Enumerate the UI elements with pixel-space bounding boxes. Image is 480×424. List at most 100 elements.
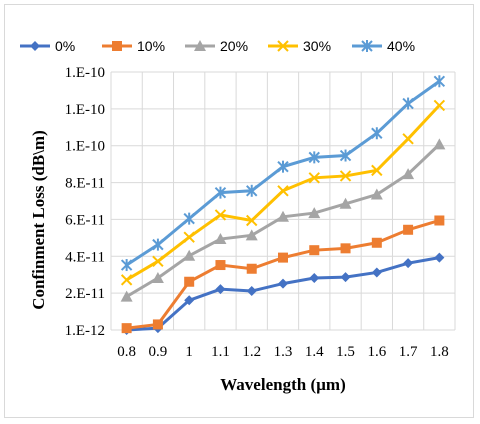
y-tick-label: 8.E-11 bbox=[65, 176, 105, 192]
y-axis-title: Confinment Loss (dB\m) bbox=[29, 130, 48, 309]
legend-label: 20% bbox=[220, 38, 248, 54]
y-tick-label: 6.E-11 bbox=[65, 212, 105, 228]
data-point bbox=[403, 224, 414, 235]
series-40-percent bbox=[120, 75, 446, 272]
data-point bbox=[340, 243, 351, 254]
data-point bbox=[112, 41, 122, 51]
data-point bbox=[246, 286, 257, 297]
legend: 0% 10% 20% 30% 40% bbox=[20, 38, 415, 54]
data-point bbox=[246, 214, 258, 227]
data-point bbox=[433, 75, 446, 88]
x-axis-title: Wavelength (µm) bbox=[220, 375, 345, 394]
gridlines bbox=[110, 71, 456, 331]
data-point bbox=[245, 229, 258, 241]
x-tick-label: 1.2 bbox=[242, 344, 261, 360]
data-point bbox=[340, 272, 351, 283]
data-point bbox=[120, 274, 133, 286]
x-tick-label: 0.8 bbox=[117, 344, 136, 360]
legend-label: 10% bbox=[137, 38, 165, 54]
data-point bbox=[277, 160, 289, 173]
data-point bbox=[308, 151, 320, 164]
data-point bbox=[278, 252, 288, 263]
data-point bbox=[371, 127, 383, 140]
data-point bbox=[152, 238, 164, 251]
data-point bbox=[309, 245, 320, 256]
data-point bbox=[309, 273, 320, 284]
y-tick-label: 4.E-11 bbox=[65, 249, 105, 265]
y-tick-label: 1.E-10 bbox=[65, 102, 105, 118]
data-point bbox=[308, 207, 321, 219]
data-point bbox=[371, 164, 383, 177]
data-point bbox=[246, 184, 258, 197]
data-point bbox=[152, 319, 163, 330]
data-point bbox=[402, 97, 414, 110]
x-tick-label: 1.1 bbox=[211, 344, 230, 360]
legend-label: 30% bbox=[303, 38, 331, 54]
data-point bbox=[277, 210, 289, 222]
data-point bbox=[152, 255, 164, 268]
data-point bbox=[214, 209, 227, 221]
data-point bbox=[120, 259, 133, 272]
data-point bbox=[183, 231, 195, 243]
series-layer bbox=[120, 75, 446, 335]
chart-frame bbox=[4, 4, 474, 418]
y-tick-label: 1.E-10 bbox=[65, 139, 105, 155]
data-point bbox=[194, 40, 206, 51]
data-point bbox=[278, 278, 288, 289]
data-point bbox=[184, 276, 195, 287]
data-point bbox=[361, 40, 373, 52]
data-point bbox=[215, 284, 226, 295]
series-30-percent bbox=[120, 99, 446, 286]
y-tick-labels: 1.E-12 2.E-11 4.E-11 6.E-11 8.E-11 1.E-10 1.E-… bbox=[65, 65, 105, 339]
data-point bbox=[434, 215, 445, 226]
data-point bbox=[184, 295, 195, 306]
legend-item: 0% bbox=[20, 38, 75, 54]
x-tick-label: 1.7 bbox=[399, 344, 418, 360]
x-tick-label: 0.9 bbox=[149, 344, 168, 360]
y-tick-label: 2.E-11 bbox=[65, 286, 105, 302]
data-point bbox=[371, 237, 382, 248]
data-point bbox=[402, 168, 415, 180]
x-tick-label: 1.8 bbox=[430, 344, 449, 360]
data-point bbox=[277, 40, 289, 52]
legend-label: 0% bbox=[55, 38, 75, 54]
data-point bbox=[183, 249, 196, 261]
data-point bbox=[183, 212, 195, 225]
data-point bbox=[308, 172, 320, 184]
data-point bbox=[215, 260, 226, 271]
data-point bbox=[339, 170, 352, 182]
data-point bbox=[433, 138, 446, 150]
data-point bbox=[434, 252, 445, 263]
data-point bbox=[246, 263, 257, 274]
x-tick-label: 1.3 bbox=[274, 344, 293, 360]
x-tick-label: 1.5 bbox=[336, 344, 355, 360]
series-0-percent bbox=[121, 252, 445, 335]
x-tick-label: 1 bbox=[185, 344, 193, 360]
data-point bbox=[402, 133, 414, 145]
legend-item: 40% bbox=[352, 38, 415, 54]
data-point bbox=[403, 258, 414, 269]
data-point bbox=[277, 185, 289, 197]
data-point bbox=[339, 149, 352, 162]
data-point bbox=[30, 41, 40, 51]
legend-item: 20% bbox=[185, 38, 248, 54]
data-point bbox=[339, 197, 352, 209]
data-point bbox=[151, 272, 164, 284]
x-tick-label: 1.6 bbox=[367, 344, 386, 360]
x-tick-labels: 0.8 0.9 1 1.1 1.2 1.3 1.4 1.5 1.6 1.7 1.8 bbox=[117, 344, 448, 360]
legend-label: 40% bbox=[387, 38, 415, 54]
data-point bbox=[214, 186, 227, 199]
series-10-percent bbox=[121, 215, 445, 334]
series-20-percent bbox=[120, 138, 446, 302]
data-point bbox=[120, 290, 133, 302]
data-point bbox=[433, 99, 446, 112]
data-point bbox=[371, 267, 382, 278]
data-point bbox=[370, 188, 383, 200]
y-tick-label: 1.E-10 bbox=[65, 65, 105, 81]
data-point bbox=[121, 323, 132, 334]
x-tick-label: 1.4 bbox=[305, 344, 324, 360]
y-tick-label: 1.E-12 bbox=[65, 323, 105, 339]
legend-item: 10% bbox=[102, 38, 165, 54]
legend-item: 30% bbox=[268, 38, 331, 54]
